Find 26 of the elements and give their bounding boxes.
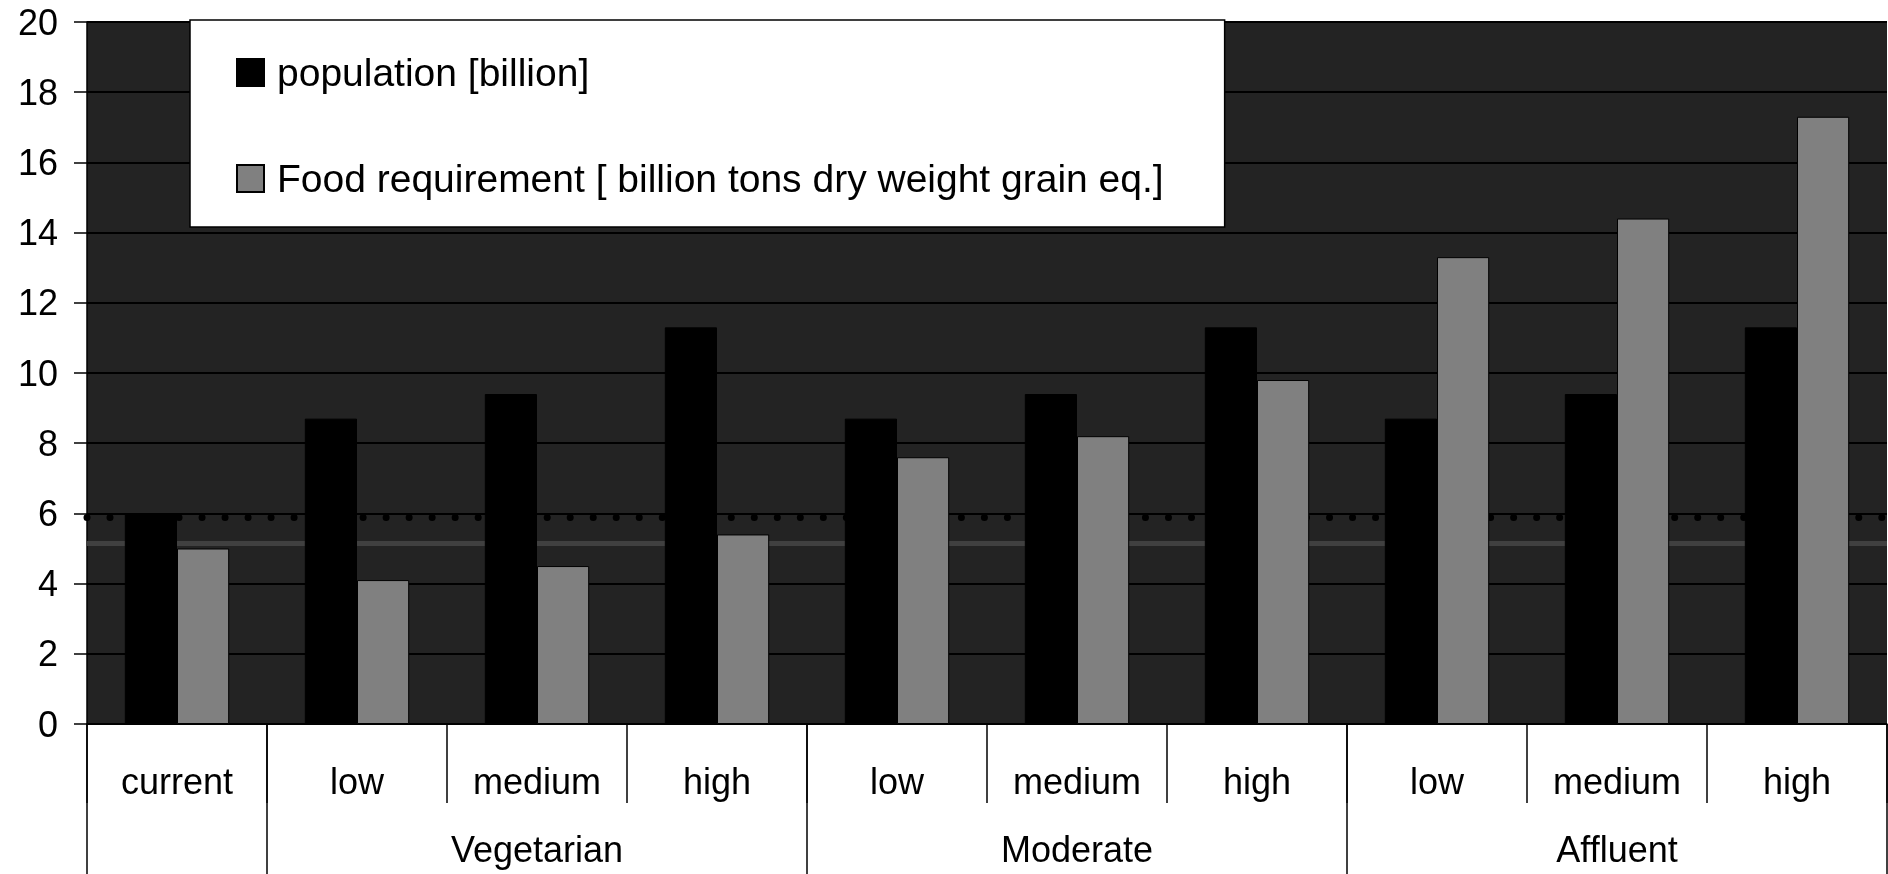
x-tick-label: high — [1762, 760, 1832, 802]
y-tick-label: 14 — [17, 212, 58, 254]
x-tick-label: medium — [1012, 760, 1142, 802]
legend-label: Food requirement [ billion tons dry weight grain eq.] — [277, 157, 1164, 200]
y-tick-label: 0 — [37, 703, 58, 745]
legend-label: population [billion] — [277, 51, 590, 94]
text: Affluent — [1556, 828, 1678, 870]
y-tick-label: 12 — [17, 282, 58, 324]
x-tick-label: low — [329, 760, 385, 802]
x-tick-label: low — [1409, 760, 1465, 802]
x-tick-label: high — [1222, 760, 1292, 802]
y-tick-label: 10 — [17, 352, 58, 394]
y-tick-label: 18 — [17, 71, 58, 113]
x-tick-label: medium — [1552, 760, 1682, 802]
y-tick-label: 20 — [17, 1, 58, 43]
x-tick-label: low — [869, 760, 925, 802]
text: Moderate — [1000, 828, 1154, 870]
x-tick-label: current — [120, 760, 234, 802]
y-tick-label: 6 — [37, 492, 58, 534]
y-tick-label: 4 — [37, 563, 58, 605]
x-tick-label: medium — [472, 760, 602, 802]
y-tick-label: 8 — [37, 422, 58, 464]
x-tick-label: high — [682, 760, 752, 802]
text: Vegetarian — [450, 828, 624, 870]
y-tick-label: 16 — [17, 141, 58, 183]
y-tick-label: 2 — [37, 633, 58, 675]
